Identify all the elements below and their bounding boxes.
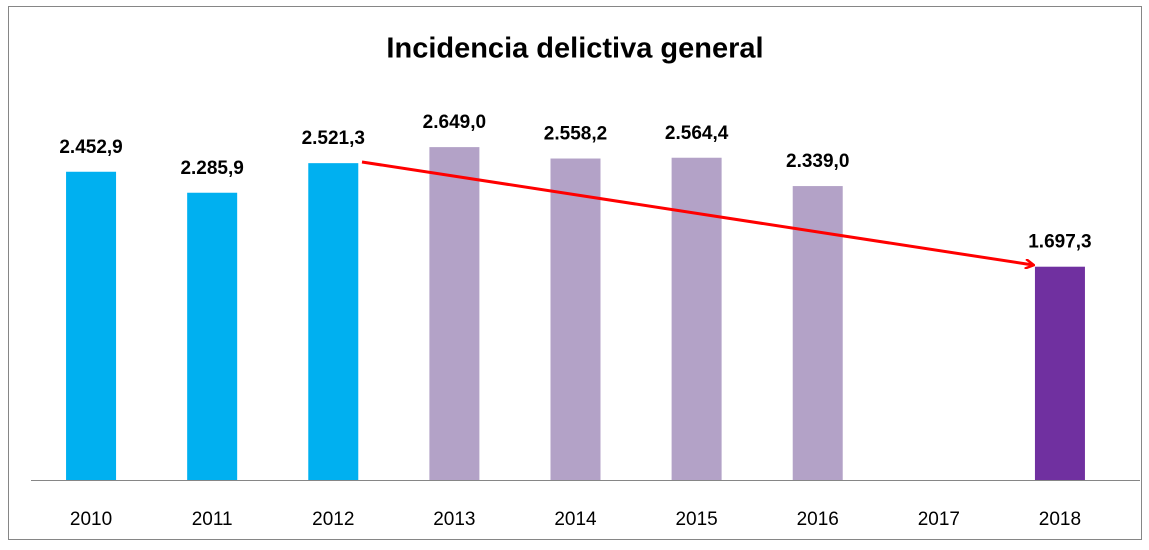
x-tick-label: 2017 — [918, 509, 960, 530]
chart-title: Incidencia delictiva general — [386, 33, 763, 65]
data-label: 2.339,0 — [786, 151, 849, 172]
data-label: 2.558,2 — [544, 124, 607, 145]
data-label: 2.452,9 — [59, 137, 122, 158]
x-tick-label: 2015 — [675, 509, 717, 530]
bar — [429, 147, 480, 480]
bar — [308, 163, 359, 481]
bar — [1034, 266, 1085, 480]
bar — [187, 192, 238, 480]
data-label: 2.521,3 — [302, 128, 365, 149]
data-label: 1.697,3 — [1028, 232, 1091, 253]
data-label: 2.285,9 — [180, 158, 243, 179]
bar — [66, 171, 117, 480]
trend-arrow — [361, 160, 1033, 265]
x-tick-label: 2018 — [1039, 509, 1081, 530]
data-label: 2.649,0 — [423, 112, 486, 133]
x-tick-label: 2013 — [433, 509, 475, 530]
bar — [550, 158, 601, 480]
x-tick-label: 2012 — [312, 509, 354, 530]
x-tick-label: 2014 — [554, 509, 597, 530]
x-tick-label: 2011 — [192, 509, 233, 530]
data-label: 2.564,4 — [665, 123, 729, 144]
x-tick-label: 2016 — [797, 509, 839, 530]
x-tick-label: 2010 — [70, 509, 112, 530]
bar — [671, 157, 722, 480]
